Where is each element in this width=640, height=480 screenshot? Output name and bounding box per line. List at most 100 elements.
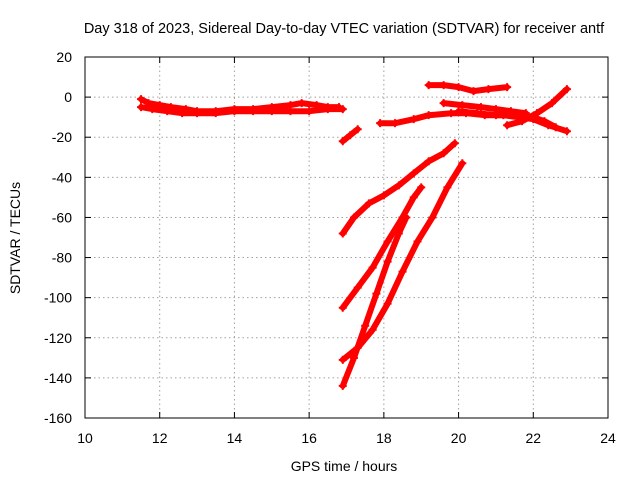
data-point [398, 267, 407, 276]
data-series-7 [503, 85, 571, 130]
data-point [394, 229, 403, 238]
x-tick-label: 10 [77, 430, 93, 446]
data-point [439, 149, 448, 158]
data-point [439, 99, 448, 108]
data-point [148, 105, 157, 114]
y-tick-label: -20 [52, 129, 72, 145]
x-tick-label: 12 [152, 430, 168, 446]
axis-ticks: 10 12 14 16 18 20 22 24 -160 -140 -120 -100 -80 -60 -4… [44, 49, 616, 446]
data-point [364, 199, 373, 208]
data-series-6 [454, 107, 560, 132]
series-line [339, 184, 425, 311]
data-point [409, 193, 418, 202]
data-point [540, 117, 549, 126]
data-point [379, 191, 388, 200]
data-point [372, 289, 381, 298]
y-tick-label: -160 [44, 410, 72, 426]
x-tick-label: 24 [600, 430, 616, 446]
data-point [447, 109, 456, 118]
data-point [338, 355, 347, 364]
data-point [428, 213, 437, 222]
data-series-1 [137, 103, 347, 118]
x-tick-label: 18 [376, 430, 392, 446]
data-point [349, 213, 358, 222]
data-point [267, 107, 276, 116]
data-point [473, 109, 482, 118]
data-point [211, 109, 220, 118]
data-point [230, 107, 239, 116]
data-point [503, 121, 512, 130]
y-axis-label: SDTVAR / TECUs [7, 182, 23, 294]
data-point [551, 123, 560, 132]
data-point [424, 157, 433, 166]
data-point [454, 107, 463, 116]
data-point [349, 353, 358, 362]
y-tick-label: -40 [52, 169, 72, 185]
data-point [476, 103, 485, 112]
data-series-5 [439, 99, 530, 118]
data-point [547, 99, 556, 108]
data-point [450, 139, 459, 148]
data-point [510, 111, 519, 120]
data-point [249, 107, 258, 116]
data-point [562, 85, 571, 94]
data-point [137, 103, 146, 112]
data-point [305, 107, 314, 116]
data-point [178, 109, 187, 118]
y-tick-label: -100 [44, 290, 72, 306]
data-point [338, 137, 347, 146]
data-series-2 [338, 125, 362, 146]
plot-frame [84, 56, 609, 419]
data-point [338, 303, 347, 312]
data-point [454, 83, 463, 92]
data-point [391, 119, 400, 128]
x-axis-label: GPS time / hours [291, 458, 398, 474]
data-point [361, 321, 370, 330]
data-point [368, 263, 377, 272]
data-point [338, 229, 347, 238]
data-point [383, 237, 392, 246]
data-point [413, 237, 422, 246]
data-point [137, 95, 146, 104]
data-point [394, 181, 403, 190]
data-point [323, 105, 332, 114]
data-point [286, 107, 295, 116]
series-line [339, 214, 410, 389]
data-point [417, 183, 426, 192]
data-point [402, 213, 411, 222]
data-point [353, 283, 362, 292]
data-point [368, 325, 377, 334]
y-tick-label: -60 [52, 209, 72, 225]
data-point [383, 257, 392, 266]
data-point [338, 105, 347, 114]
data-point [297, 99, 306, 108]
data-series-11 [338, 213, 411, 390]
data-point [338, 381, 347, 390]
data-point [443, 183, 452, 192]
data-point [484, 85, 493, 94]
x-tick-label: 22 [525, 430, 541, 446]
x-tick-label: 14 [227, 430, 243, 446]
data-point [439, 81, 448, 90]
data-point [458, 159, 467, 168]
data-point [533, 109, 542, 118]
y-tick-label: 0 [64, 89, 72, 105]
data-point [409, 115, 418, 124]
data-point [163, 107, 172, 116]
y-tick-label: -120 [44, 330, 72, 346]
data-point [562, 127, 571, 136]
x-tick-label: 20 [451, 430, 467, 446]
data-point [503, 83, 512, 92]
data-point [458, 101, 467, 110]
data-point [424, 81, 433, 90]
data-point [469, 87, 478, 96]
y-tick-label: -140 [44, 370, 72, 386]
x-tick-label: 16 [301, 430, 317, 446]
data-point [518, 117, 527, 126]
data-series-4 [424, 81, 512, 96]
chart-title: Day 318 of 2023, Sidereal Day-to-day VTE… [84, 21, 605, 37]
data-point [383, 299, 392, 308]
data-point [424, 111, 433, 120]
data-series [137, 81, 571, 390]
